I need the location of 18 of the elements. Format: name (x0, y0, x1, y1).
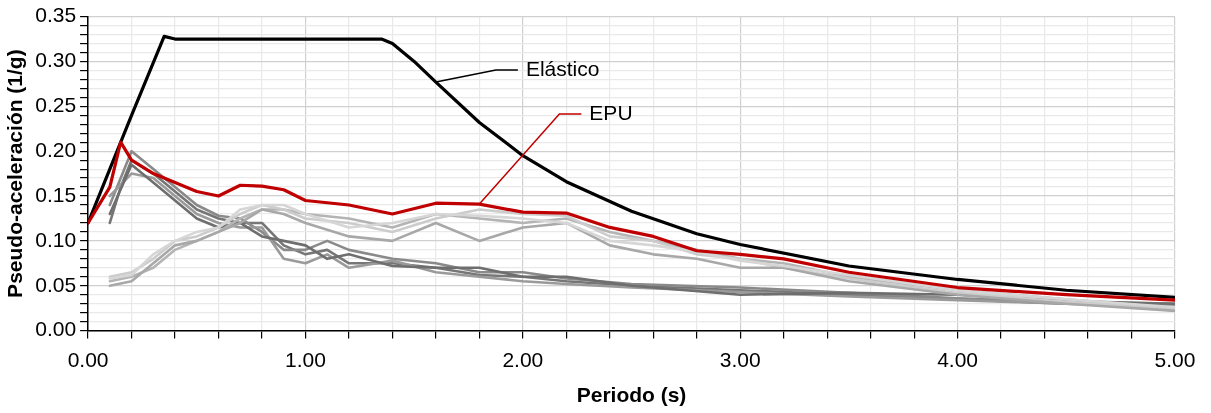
x-tick-label: 0.00 (67, 348, 109, 371)
x-tick-label: 4.00 (937, 348, 979, 371)
y-tick-label: 0.05 (35, 272, 77, 296)
y-tick-label: 0.20 (35, 137, 77, 161)
y-axis-title: Pseudo-aceleración (1/g) (3, 49, 27, 298)
x-tick-label: 1.00 (285, 348, 326, 371)
x-tick-label: 3.00 (719, 348, 761, 371)
x-axis-title: Periodo (s) (576, 383, 687, 407)
y-tick-label: 0.00 (35, 317, 77, 341)
legend-label: Elástico (525, 56, 600, 80)
y-tick-label: 0.25 (35, 93, 77, 117)
y-tick-label: 0.30 (35, 48, 77, 72)
x-tick-label: 2.00 (502, 348, 544, 371)
y-tick-label: 0.35 (35, 3, 77, 27)
text: EPU (589, 100, 633, 124)
y-tick-label: 0.10 (35, 227, 77, 251)
y-tick-label: 0.15 (35, 182, 77, 206)
x-tick-label: 5.00 (1154, 348, 1196, 371)
